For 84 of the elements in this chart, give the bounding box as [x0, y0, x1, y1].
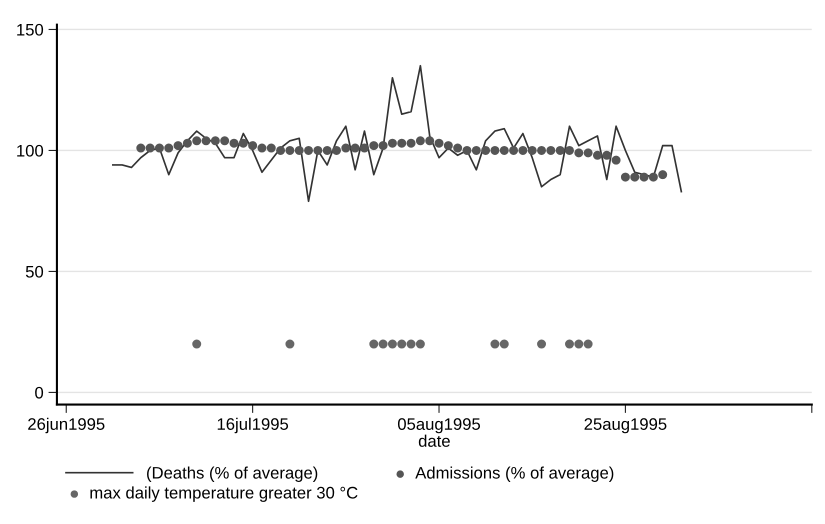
- point: [406, 340, 416, 349]
- point: [490, 340, 500, 349]
- point: [369, 141, 378, 150]
- point: [490, 146, 500, 155]
- point: [444, 141, 453, 150]
- point: [378, 141, 388, 150]
- point: [556, 146, 565, 155]
- point: [388, 340, 397, 349]
- point: [416, 340, 425, 349]
- point: [564, 340, 574, 349]
- point: [630, 172, 640, 182]
- point: [648, 172, 658, 182]
- point: [313, 146, 322, 155]
- point: [174, 141, 183, 150]
- point: [154, 144, 164, 153]
- point: [640, 172, 649, 182]
- point: [350, 144, 360, 153]
- x-tick-label: 26jun1995: [28, 418, 104, 434]
- point: [192, 340, 202, 349]
- point: [388, 138, 397, 148]
- point: [425, 136, 434, 146]
- point: [518, 146, 528, 155]
- point: [210, 136, 220, 146]
- point: [202, 136, 211, 146]
- point: [341, 144, 350, 153]
- point: [406, 138, 416, 148]
- x-tick-label: 25aug1995: [584, 418, 666, 434]
- point: [537, 146, 546, 155]
- point: [564, 146, 574, 155]
- point: [285, 340, 294, 349]
- point: [500, 340, 509, 349]
- point: [500, 146, 509, 155]
- point: [612, 156, 621, 165]
- legend-label: Admissions (% of average): [415, 466, 614, 482]
- x-axis-title: date: [418, 434, 450, 447]
- point: [276, 146, 286, 155]
- point: [658, 170, 668, 180]
- point: [220, 136, 230, 146]
- point: [294, 146, 304, 155]
- point: [462, 146, 472, 155]
- point: [229, 138, 238, 148]
- point: [453, 144, 462, 153]
- legend-label: (Deaths (% of average): [147, 466, 318, 482]
- point: [620, 172, 630, 182]
- y-tick-label: 50: [26, 266, 44, 278]
- point: [248, 141, 258, 150]
- point: [146, 144, 155, 153]
- legend-label: max daily temperature greater 30 °C: [90, 486, 358, 502]
- x-tick-label: 16jul1995: [218, 418, 288, 434]
- point: [266, 144, 276, 153]
- point: [509, 146, 518, 155]
- point: [416, 136, 425, 146]
- point: [238, 138, 248, 148]
- point: [528, 146, 537, 155]
- point: [546, 146, 556, 155]
- y-tick-label: 100: [17, 144, 44, 157]
- point: [369, 340, 378, 349]
- point: [472, 146, 481, 155]
- point: [481, 146, 490, 155]
- y-tick-label: 150: [17, 24, 44, 36]
- point: [257, 144, 266, 153]
- point: [332, 146, 342, 155]
- x-tick-label: 05aug1995: [398, 418, 480, 434]
- point: [360, 144, 369, 153]
- point: [285, 146, 294, 155]
- point: [584, 148, 593, 158]
- point: [537, 340, 546, 349]
- point: [192, 136, 202, 146]
- point: [434, 138, 444, 148]
- point: [322, 146, 332, 155]
- point: [304, 146, 314, 155]
- point: [397, 340, 406, 349]
- point: [164, 144, 174, 153]
- point: [574, 148, 584, 158]
- point: [136, 144, 146, 153]
- point: [182, 138, 192, 148]
- point: [602, 150, 612, 160]
- y-tick-label: 0: [35, 386, 44, 399]
- line-series: [112, 64, 682, 202]
- point: [592, 150, 602, 160]
- point: [584, 340, 593, 349]
- point: [378, 340, 388, 349]
- point: [574, 340, 584, 349]
- point: [397, 138, 406, 148]
